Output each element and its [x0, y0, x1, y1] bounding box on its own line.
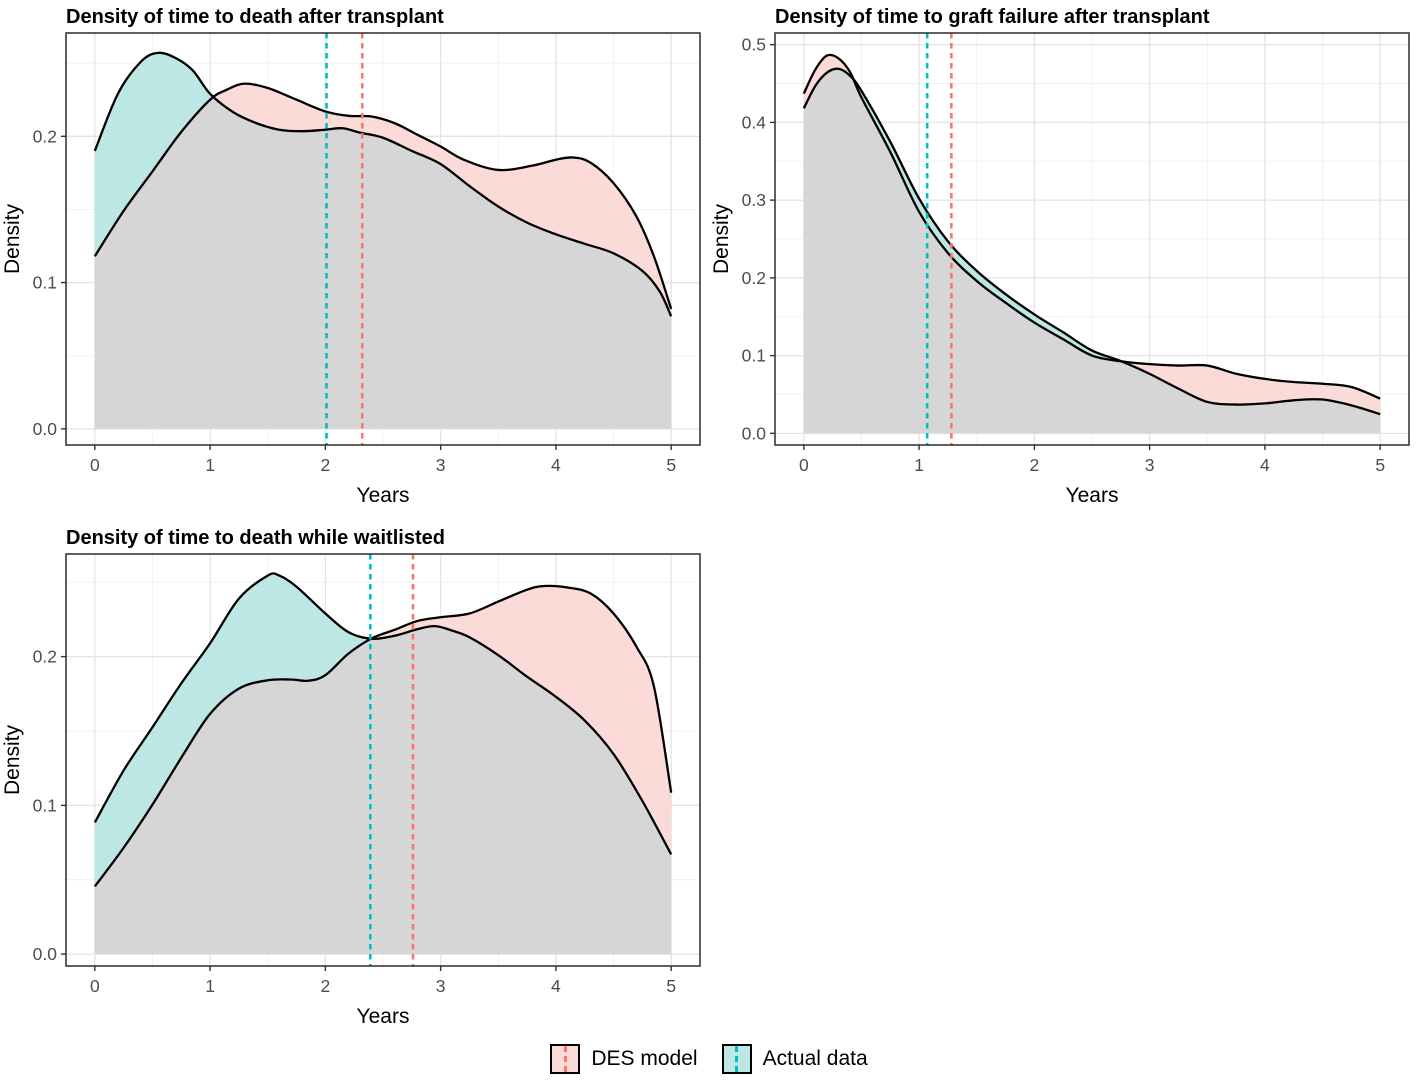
y-tick-label: 0.3: [742, 190, 766, 210]
x-axis-title: Years: [1066, 484, 1119, 507]
density-curve-des-model: [93, 82, 673, 310]
legend-key-des-model-swatch: [550, 1044, 581, 1074]
chart-graft-failure-after-transplant: 0 1 2 3 4 5 0.0 0.1 0.2 0.3 0.4 0.5 Density of time …: [710, 6, 1410, 507]
x-tick-label: 3: [436, 455, 446, 475]
y-tick-label: 0.2: [742, 268, 766, 288]
chart-title: Density of time to graft failure after t…: [775, 6, 1210, 28]
x-tick-label: 5: [666, 455, 676, 475]
y-tick-label: 0.1: [742, 346, 766, 366]
chart-title: Density of time to death while waitliste…: [66, 527, 445, 549]
chart-death-after-transplant: 0 1 2 3 4 5 0.0 0.1 0.2 Density of time to death …: [1, 6, 701, 507]
x-tick-label: 1: [914, 455, 924, 475]
x-tick-label: 0: [90, 976, 100, 996]
panel-border: [65, 553, 701, 967]
legend-item-actual-data: Actual data: [721, 1044, 868, 1074]
chart-title: Density of time to death after transplan…: [66, 6, 444, 28]
x-tick-label: 3: [436, 976, 446, 996]
actual-data-dashed-line-icon: [735, 1046, 739, 1072]
x-tick-label: 2: [320, 455, 330, 475]
y-tick-label: 0.2: [33, 126, 57, 146]
x-axis-title: Years: [357, 484, 410, 507]
x-tick-label: 5: [666, 976, 676, 996]
density-area-overlap: [803, 68, 1381, 434]
y-tick-label: 0.1: [33, 795, 57, 815]
density-curve-actual-data: [93, 51, 673, 317]
density-curve-des-model: [93, 584, 673, 888]
y-tick-label: 0.0: [33, 419, 58, 439]
y-tick-label: 0.2: [33, 647, 57, 667]
legend-key-actual-data-swatch: [721, 1044, 752, 1074]
legend-label-actual-data: Actual data: [762, 1047, 868, 1070]
y-tick-label: 0.5: [742, 35, 766, 55]
y-tick-label: 0.1: [33, 273, 57, 293]
legend-label-des-model: DES model: [591, 1047, 698, 1070]
y-tick-label: 0.4: [742, 112, 767, 132]
panel-border: [774, 32, 1410, 446]
chart-death-while-waitlisted: 0 1 2 3 4 5 0.0 0.1 0.2 Density of time to death …: [1, 527, 701, 1028]
des-model-dashed-line-icon: [563, 1046, 567, 1072]
x-tick-label: 1: [205, 455, 215, 475]
x-tick-label: 2: [320, 976, 330, 996]
density-curve-des-model: [802, 53, 1381, 400]
x-axis-title: Years: [357, 1005, 410, 1028]
legend-item-des-model: DES model: [550, 1044, 698, 1074]
x-tick-label: 2: [1029, 455, 1039, 475]
y-tick-label: 0.0: [33, 944, 58, 964]
x-tick-label: 3: [1145, 455, 1155, 475]
x-tick-label: 4: [551, 455, 561, 475]
density-curve-actual-data: [802, 67, 1381, 416]
legend: DES model Actual data: [0, 1044, 1418, 1074]
x-tick-label: 5: [1375, 455, 1385, 475]
x-tick-label: 1: [205, 976, 215, 996]
x-tick-label: 0: [90, 455, 100, 475]
y-axis-title: Density: [1, 724, 24, 795]
x-tick-label: 0: [799, 455, 809, 475]
x-tick-label: 4: [1260, 455, 1270, 475]
y-axis-title: Density: [710, 203, 733, 274]
density-curve-actual-data: [93, 572, 673, 855]
x-tick-label: 4: [551, 976, 561, 996]
y-axis-title: Density: [1, 203, 24, 274]
panel-border: [65, 32, 701, 446]
y-tick-label: 0.0: [742, 423, 767, 443]
